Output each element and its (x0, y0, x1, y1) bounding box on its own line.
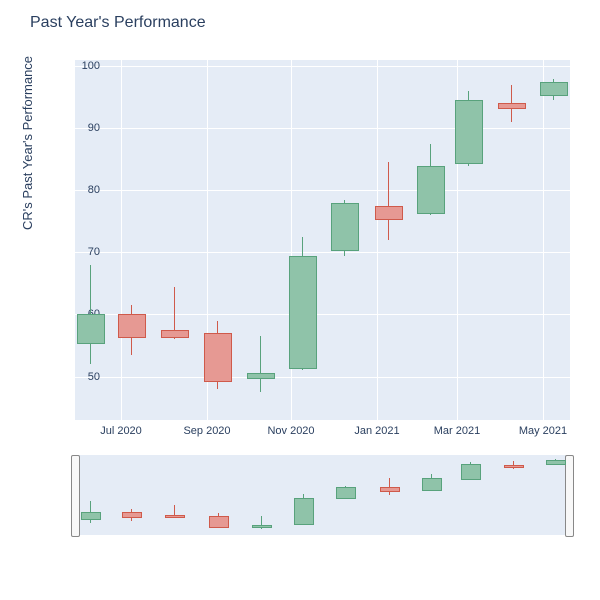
candle-body[interactable] (375, 206, 403, 220)
candle-body[interactable] (204, 333, 232, 382)
x-tick-label: Nov 2020 (267, 425, 314, 437)
minimap-candle-body (209, 516, 229, 528)
candle-body[interactable] (118, 314, 146, 338)
y-gridline (75, 314, 570, 315)
candle-body[interactable] (331, 203, 359, 252)
candle-body[interactable] (77, 314, 105, 344)
minimap-candle-body (546, 460, 566, 465)
candle-body[interactable] (247, 373, 275, 378)
x-gridline (121, 60, 122, 420)
minimap-candle-body (81, 512, 101, 520)
y-gridline (75, 128, 570, 129)
x-tick-label: Sep 2020 (183, 425, 230, 437)
y-gridline (75, 66, 570, 67)
minimap-candle-body (422, 478, 442, 490)
candle-body[interactable] (161, 330, 189, 338)
minimap-candle-body (504, 465, 524, 468)
x-tick-label: May 2021 (519, 425, 567, 437)
candle-body[interactable] (455, 100, 483, 164)
x-tick-label: Jan 2021 (354, 425, 399, 437)
chart-title: Past Year's Performance (30, 14, 206, 32)
main-plot[interactable] (75, 60, 570, 420)
candle-body[interactable] (417, 166, 445, 215)
range-handle-left[interactable] (71, 455, 80, 537)
x-gridline (377, 60, 378, 420)
y-tick-label: 50 (70, 371, 100, 383)
minimap-candle-body (294, 498, 314, 525)
minimap-candle-wick (389, 478, 390, 495)
x-tick-label: Mar 2021 (434, 425, 480, 437)
candle-body[interactable] (498, 103, 526, 108)
x-tick-label: Jul 2020 (100, 425, 142, 437)
y-tick-label: 70 (70, 246, 100, 258)
minimap-candle-body (461, 464, 481, 480)
minimap-candle-body (252, 525, 272, 528)
candle-wick (260, 336, 261, 392)
y-gridline (75, 252, 570, 253)
y-axis-label: CR's Past Year's Performance (20, 56, 35, 230)
range-slider[interactable] (75, 455, 570, 535)
minimap-candle-body (165, 515, 185, 518)
y-tick-label: 80 (70, 184, 100, 196)
y-tick-label: 90 (70, 122, 100, 134)
x-gridline (543, 60, 544, 420)
minimap-candle-body (122, 512, 142, 519)
y-gridline (75, 190, 570, 191)
y-tick-label: 100 (70, 60, 100, 72)
range-handle-right[interactable] (565, 455, 574, 537)
candle-body[interactable] (540, 82, 568, 96)
candle-body[interactable] (289, 256, 317, 370)
candle-wick (388, 162, 389, 240)
minimap-candle-body (336, 487, 356, 499)
y-gridline (75, 377, 570, 378)
minimap-candle-body (380, 487, 400, 492)
